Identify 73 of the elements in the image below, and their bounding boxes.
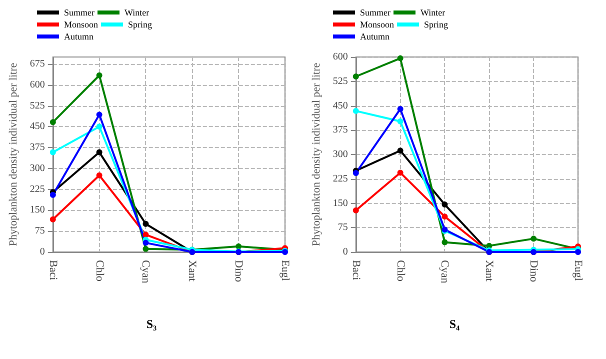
point: [442, 202, 448, 208]
y-tick-label: 450: [30, 121, 45, 132]
point: [352, 74, 359, 80]
y-tick-label: 600: [30, 79, 45, 90]
point: [352, 108, 359, 114]
legend-label: Monsoon: [360, 20, 395, 30]
point: [442, 214, 448, 220]
x-tick-label: Xant: [186, 260, 198, 282]
x-tick-label: Cyan: [140, 260, 152, 284]
legend-label: Summer: [64, 8, 94, 18]
y-tick-label: 375: [332, 124, 348, 136]
legend-label: Winter: [124, 8, 150, 18]
legend-label: Spring: [424, 20, 449, 30]
y-tick-label: 225: [30, 184, 45, 195]
legend-label: Monsoon: [64, 20, 99, 30]
point: [50, 119, 56, 126]
x-tick-label: Xant: [483, 260, 496, 282]
point: [50, 192, 56, 198]
y-axis-title: Phytoplankton density individual per litre: [8, 62, 20, 246]
y-tick-label: 375: [30, 142, 45, 154]
y-tick-label: 525: [332, 76, 348, 87]
x-tick-label: Dino: [232, 260, 245, 282]
point: [96, 124, 102, 130]
point: [50, 216, 56, 222]
x-tick-label: Eugl: [572, 260, 584, 281]
point: [397, 118, 404, 124]
point: [50, 149, 56, 156]
point: [142, 240, 149, 246]
y-tick-label: 0: [342, 246, 348, 258]
y-tick-label: 450: [332, 100, 348, 112]
text: S₄: [449, 317, 460, 331]
x-tick-label: Cyan: [438, 260, 451, 284]
x-tick-label: Chlo: [394, 260, 406, 282]
point: [575, 249, 581, 255]
point: [142, 220, 149, 227]
x-tick-label: Dino: [528, 260, 540, 282]
x-tick-label: Eugl: [279, 260, 291, 281]
point: [397, 148, 404, 154]
point: [397, 170, 404, 176]
y-tick-label: 0: [40, 246, 45, 258]
point: [96, 72, 102, 78]
y-tick-label: 675: [30, 58, 45, 70]
text: S₃: [146, 317, 158, 331]
x-tick-label: Baci: [46, 260, 59, 280]
point: [96, 149, 102, 156]
point: [142, 232, 149, 238]
point: [352, 207, 359, 214]
x-tick-label: Chlo: [93, 260, 106, 282]
y-tick-label: 525: [30, 100, 45, 112]
point: [442, 239, 448, 246]
x-tick-label: Baci: [350, 260, 362, 280]
y-tick-label: 225: [332, 173, 348, 184]
point: [142, 246, 149, 252]
legend-label: Spring: [128, 20, 153, 30]
point: [96, 172, 102, 178]
y-tick-label: 150: [30, 204, 45, 216]
y-tick-label: 300: [332, 149, 348, 160]
y-axis-title: Phytoplankton density individual per litre: [310, 62, 322, 246]
legend-label: Autumn: [64, 32, 94, 42]
y-tick-label: 150: [332, 198, 348, 209]
point: [397, 55, 404, 62]
point: [397, 106, 404, 112]
point: [352, 170, 359, 176]
legend-label: Summer: [360, 8, 390, 18]
y-tick-label: 600: [332, 52, 348, 62]
legend-label: Autumn: [360, 32, 390, 42]
y-tick-label: 75: [34, 226, 45, 237]
legend-label: Winter: [420, 8, 446, 18]
point: [236, 243, 242, 250]
point: [96, 112, 102, 118]
y-tick-label: 300: [30, 162, 45, 174]
point: [530, 236, 537, 242]
y-tick-label: 75: [338, 222, 348, 234]
